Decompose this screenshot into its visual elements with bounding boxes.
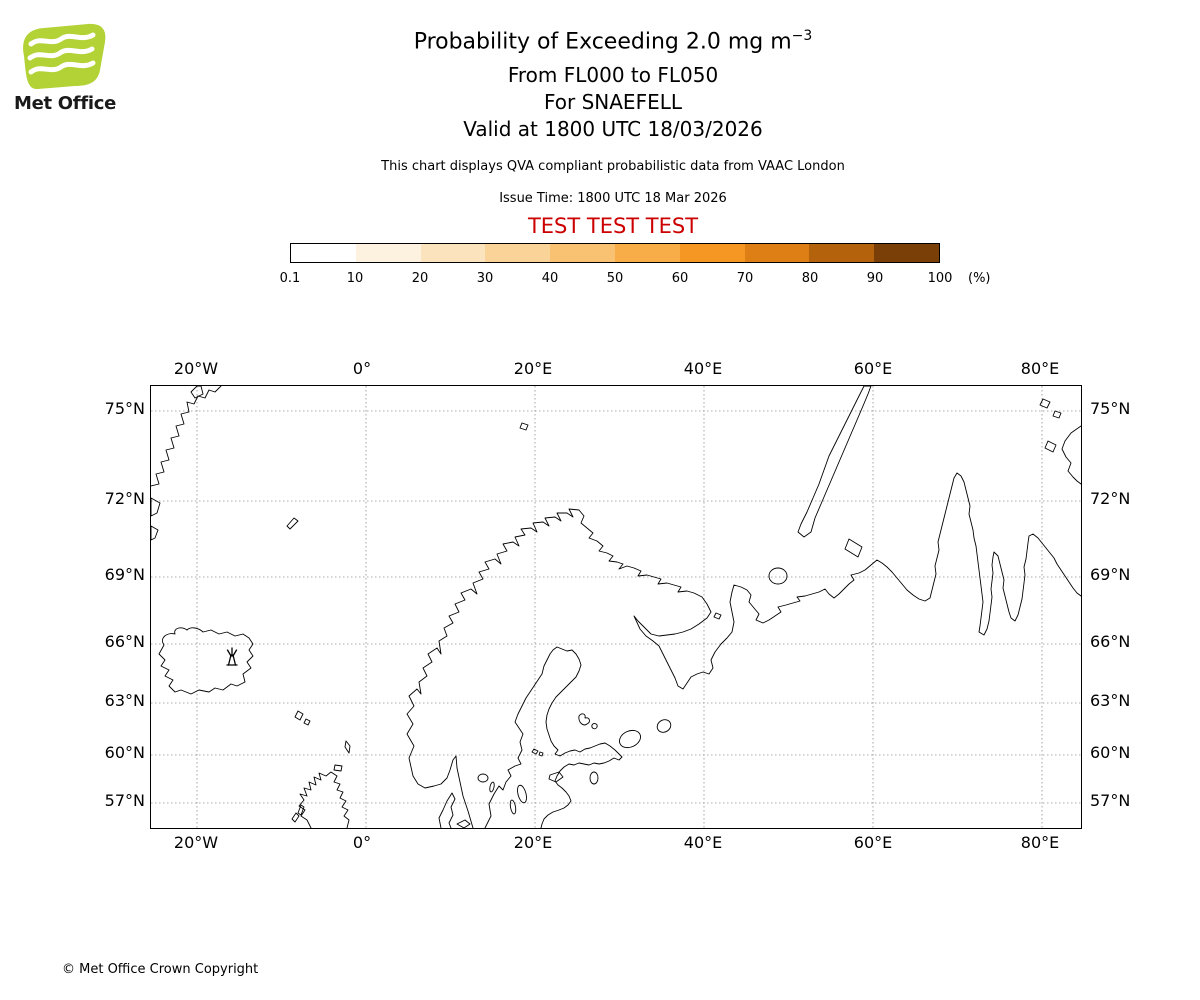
colorbar-segment (874, 244, 939, 262)
longitude-label: 40°E (683, 359, 723, 378)
latitude-label: 72°N (104, 489, 145, 508)
latitude-label: 57°N (1090, 791, 1131, 810)
latitude-label: 75°N (104, 399, 145, 418)
latitude-label: 63°N (1090, 691, 1131, 710)
colorbar-tick-label: 20 (411, 271, 429, 286)
latitude-label: 57°N (104, 791, 145, 810)
colorbar-segment (614, 244, 680, 262)
colorbar-segment (550, 244, 615, 262)
graticule (151, 386, 1081, 828)
colorbar-tick-label: 100 (927, 271, 953, 286)
volcano-marker-icon (226, 647, 238, 666)
longitude-label: 20°W (173, 833, 219, 852)
longitude-label: 0° (352, 359, 372, 378)
map-canvas (151, 386, 1081, 828)
colorbar-segment (744, 244, 810, 262)
longitude-label: 80°E (1020, 833, 1060, 852)
longitude-label: 40°E (683, 833, 723, 852)
colorbar-tick-label: 60 (671, 271, 689, 286)
valid-time-line: Valid at 1800 UTC 18/03/2026 (463, 117, 763, 141)
flight-level-range: From FL000 to FL050 (507, 63, 719, 87)
met-office-logo-waves (27, 32, 96, 75)
colorbar-segment (291, 244, 356, 262)
latitude-label: 69°N (1090, 565, 1131, 584)
coastlines (151, 386, 1081, 828)
longitude-label: 60°E (853, 359, 893, 378)
colorbar-segment (355, 244, 421, 262)
met-office-logo-text: Met Office (14, 93, 117, 114)
met-office-logo-graphic (23, 23, 106, 90)
colorbar-segment (485, 244, 551, 262)
page-title-exponent: −3 (791, 28, 813, 44)
colorbar-segment (679, 244, 745, 262)
colorbar-tick-label: 40 (541, 271, 559, 286)
latitude-label: 60°N (104, 743, 145, 762)
page-title: Probability of Exceeding 2.0 mg m−3 (26, 28, 1200, 54)
colorbar-segment (420, 244, 486, 262)
copyright-notice: © Met Office Crown Copyright (62, 962, 259, 977)
longitude-label: 60°E (853, 833, 893, 852)
colorbar-tick-label: 0.1 (279, 271, 301, 286)
volcano-name-line: For SNAEFELL (543, 90, 682, 114)
met-office-logo: Met Office (14, 22, 118, 114)
page-title-text: Probability of Exceeding 2.0 mg m (413, 29, 792, 55)
longitude-label: 20°W (173, 359, 219, 378)
colorbar-segment (809, 244, 875, 262)
latitude-label: 60°N (1090, 743, 1131, 762)
longitude-label: 20°E (513, 833, 553, 852)
qva-description: This chart displays QVA compliant probab… (381, 159, 845, 174)
issue-time: Issue Time: 1800 UTC 18 Mar 2026 (499, 191, 727, 206)
latitude-label: 66°N (104, 632, 145, 651)
latitude-label: 72°N (1090, 489, 1131, 508)
latitude-label: 63°N (104, 691, 145, 710)
longitude-label: 0° (352, 833, 372, 852)
colorbar-tick-label: 80 (801, 271, 819, 286)
latitude-label: 69°N (104, 565, 145, 584)
latitude-label: 66°N (1090, 632, 1131, 651)
test-banner: TEST TEST TEST (527, 214, 699, 238)
colorbar-tick-label: 90 (866, 271, 884, 286)
map-panel (150, 385, 1082, 829)
latitude-label: 75°N (1090, 399, 1131, 418)
probability-colorbar (290, 243, 940, 263)
colorbar-tick-label: 10 (346, 271, 364, 286)
longitude-label: 20°E (513, 359, 553, 378)
colorbar-tick-label: 50 (606, 271, 624, 286)
colorbar-tick-label: 70 (736, 271, 754, 286)
longitude-label: 80°E (1020, 359, 1060, 378)
colorbar-unit-label: (%) (968, 271, 991, 286)
colorbar-tick-label: 30 (476, 271, 494, 286)
